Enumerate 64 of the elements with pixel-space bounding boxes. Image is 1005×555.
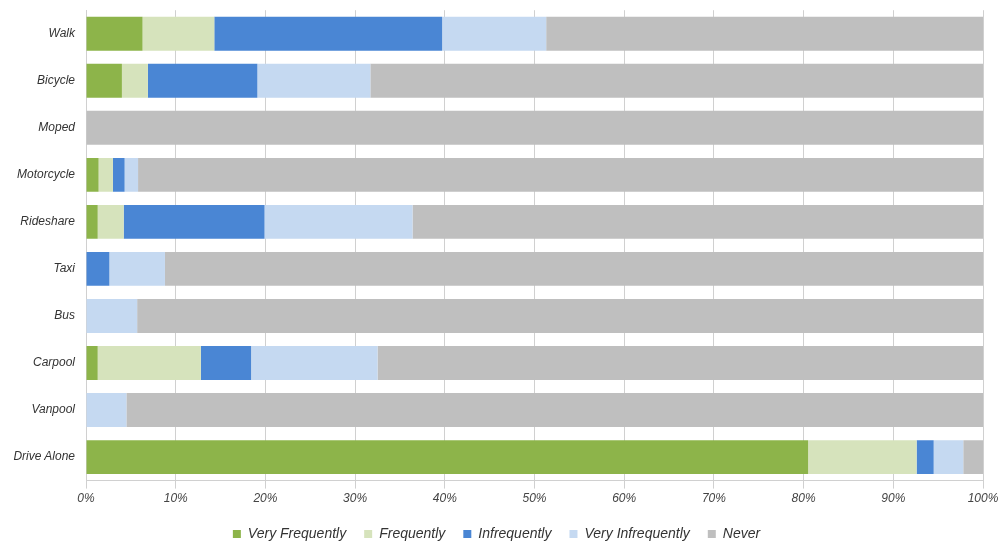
bar — [97, 346, 201, 380]
x-tick-label: 30% — [343, 491, 368, 506]
y-tick-label: Walk — [48, 26, 77, 41]
legend-label: Never — [722, 524, 762, 541]
bar — [546, 16, 983, 51]
bar — [200, 346, 252, 380]
bar — [412, 204, 983, 239]
bar — [442, 16, 547, 51]
y-tick-label: Bus — [54, 308, 76, 323]
x-tick-label: 60% — [612, 491, 637, 506]
y-tick-label: Carpool — [33, 355, 76, 370]
bar — [86, 251, 110, 286]
y-tick-label: Drive Alone — [13, 449, 76, 464]
legend-label: Frequently — [379, 524, 447, 541]
x-tick-label: 90% — [881, 491, 906, 506]
y-tick-label: Motorcycle — [17, 167, 76, 182]
bar — [138, 157, 983, 192]
bar — [86, 346, 98, 380]
x-tick-label: 20% — [252, 491, 278, 506]
y-tick-label: Moped — [38, 120, 76, 135]
bar — [86, 110, 983, 145]
bar — [86, 393, 127, 427]
bar — [124, 157, 139, 192]
legend-label: Very Infrequently — [584, 524, 691, 541]
bar — [86, 204, 98, 239]
bar — [121, 63, 148, 98]
x-tick-label: 100% — [967, 491, 999, 506]
bar — [98, 157, 113, 192]
bar — [142, 16, 215, 51]
y-tick-label: Bicycle — [37, 73, 76, 88]
bar — [97, 204, 124, 239]
bar — [86, 440, 809, 475]
bar — [137, 299, 983, 333]
bar — [808, 440, 917, 475]
bar — [86, 157, 99, 192]
legend-label: Infrequently — [478, 524, 553, 541]
bar — [257, 63, 371, 98]
y-tick-label: Rideshare — [20, 214, 76, 229]
x-tick-label: 70% — [701, 491, 727, 506]
bar — [109, 251, 165, 286]
bar — [86, 63, 122, 98]
x-tick-label: 50% — [522, 491, 547, 506]
bar — [963, 440, 983, 475]
bar — [933, 440, 964, 475]
y-tick-label: Taxi — [53, 261, 76, 276]
bar — [126, 393, 983, 427]
bar — [123, 204, 265, 239]
bar — [164, 251, 983, 286]
y-tick-label: Vanpool — [31, 402, 76, 417]
bar — [377, 346, 983, 380]
x-tick-label: 40% — [432, 491, 458, 506]
bar — [370, 63, 983, 98]
legend-label: Very Frequently — [247, 524, 348, 541]
bar — [916, 440, 934, 475]
x-tick-label: 10% — [163, 491, 189, 506]
bar — [214, 16, 443, 51]
bar — [112, 157, 125, 192]
bar — [251, 346, 378, 380]
bar — [264, 204, 413, 239]
bar — [147, 63, 258, 98]
x-tick-label: 0% — [77, 491, 96, 506]
bar — [86, 299, 138, 333]
bar — [86, 16, 143, 51]
x-tick-label: 80% — [791, 491, 816, 506]
